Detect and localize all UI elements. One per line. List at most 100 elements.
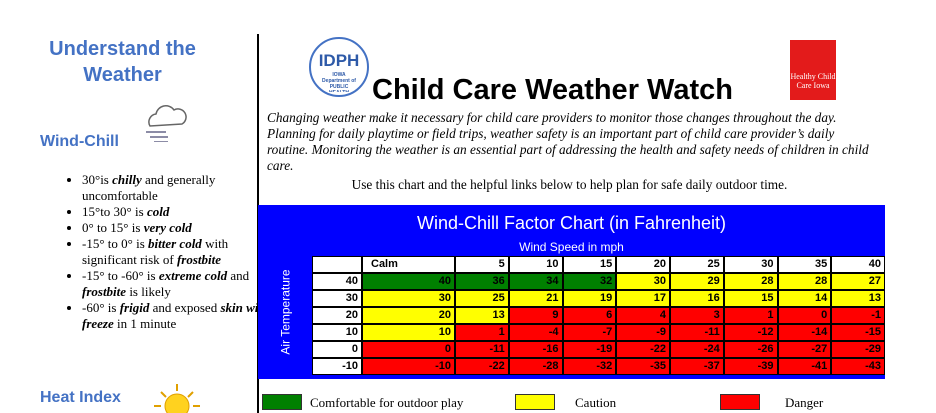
value-cell: -32 [562,358,617,375]
value-cell: 21 [508,290,563,307]
emphasis: bitter cold [148,236,202,251]
legend-swatch [720,394,760,410]
legend-label: Caution [575,395,617,410]
text: and [227,268,250,283]
emphasis: very cold [143,220,192,235]
emphasis: skin will freeze [82,300,266,331]
value-cell: 6 [562,307,617,324]
column-label: 35 [777,256,832,273]
value-cell: 3 [670,307,724,324]
row-label: 20 [312,307,362,324]
value-cell: -24 [670,341,724,358]
value-cell: -22 [616,341,670,358]
text: is likely [126,284,171,299]
logo-name: IOWA Department of PUBLIC HEALTH [322,72,356,92]
value-cell: -1 [831,307,885,324]
column-label: 25 [670,256,724,273]
text: -15° to -60° is [82,268,159,283]
value-cell: 36 [455,273,509,290]
bullet: 30°is chilly and generally uncomfortable [82,172,267,204]
row-label: 10 [312,324,362,341]
row-header: Air Temperature [278,269,293,355]
text: -15° to 0° is [82,236,149,251]
text: and generally uncomfortable [82,172,216,203]
value-cell: 13 [831,290,885,307]
value-cell: -11 [670,324,724,341]
value-cell: -43 [831,358,885,375]
value-cell: 4 [616,307,670,324]
value-cell: -19 [562,341,617,358]
logo-abbr: IDPH [319,51,360,70]
corner-cell [312,256,362,273]
value-cell: 32 [562,273,617,290]
row-label: 30 [312,290,362,307]
value-cell: -37 [670,358,724,375]
text: 0° to 15° is [82,220,144,235]
sun-icon [154,384,200,413]
cloud-icon [146,105,187,142]
value-cell: 19 [562,290,617,307]
text: -60° is [82,300,120,315]
bullet: 15°to 30° is cold [82,204,267,220]
title: Child Care Weather Watch [372,74,733,106]
value-cell: 1 [723,307,778,324]
column-label: 10 [508,256,563,273]
column-label: 20 [616,256,670,273]
value-cell: 25 [455,290,509,307]
value-cell: -28 [508,358,563,375]
legend-swatch [515,394,555,410]
value-cell: -41 [777,358,832,375]
heat-heading: Heat Index [40,389,121,406]
value-cell: 20 [362,307,455,324]
value-cell: 29 [670,273,724,290]
value-cell: 14 [777,290,832,307]
text: 30°is [82,172,113,187]
windchill-list: 30°is chilly and generally uncomfortable… [62,172,267,332]
value-cell: -12 [723,324,778,341]
emphasis: extreme cold [158,268,228,283]
value-cell: -27 [777,341,832,358]
value-cell: 1 [455,324,509,341]
value-cell: 0 [362,341,455,358]
value-cell: 30 [616,273,670,290]
value-cell: 30 [362,290,455,307]
column-label: 30 [723,256,778,273]
value-cell: -16 [508,341,563,358]
bullet: 0° to 15° is very cold [82,220,267,236]
legend-label: Comfortable for outdoor play [310,395,464,410]
instruction: Use this chart and the helpful links bel… [351,177,788,192]
idph-logo: IDPH IOWA Department of PUBLIC HEALTH [309,37,369,97]
value-cell: -10 [362,358,455,375]
text: 15°to 30° is [82,204,147,219]
value-cell: -35 [616,358,670,375]
value-cell: -7 [562,324,617,341]
value-cell: 34 [508,273,563,290]
value-cell: -4 [508,324,563,341]
value-cell: -22 [455,358,509,375]
sidebar-heading: Understand the Weather [49,38,196,86]
row-label: 0 [312,341,362,358]
value-cell: 28 [723,273,778,290]
column-label: Calm [362,256,455,273]
emphasis: chilly [112,172,142,187]
legend-label: Danger [785,395,824,410]
emphasis: frostbite [176,252,222,267]
column-label: 5 [455,256,509,273]
hcc-logo: Healthy Child Care Iowa [790,40,836,100]
value-cell: -14 [777,324,832,341]
emphasis: frostbite [82,284,127,299]
column-label: 15 [562,256,617,273]
value-cell: -15 [831,324,885,341]
bullet: -60° is frigid and exposed skin will fre… [82,300,267,332]
text: with significant risk of [82,236,229,267]
table-title: Wind-Chill Factor Chart (in Fahrenheit) [416,213,727,233]
intro: Changing weather make it necessary for c… [267,110,869,173]
value-cell: -39 [723,358,778,375]
bullet: -15° to -60° is extreme cold and frostbi… [82,268,267,300]
value-cell: 13 [455,307,509,324]
value-cell: 16 [670,290,724,307]
windchill-heading: Wind-Chill [40,133,119,150]
value-cell: -29 [831,341,885,358]
value-cell: 27 [831,273,885,290]
